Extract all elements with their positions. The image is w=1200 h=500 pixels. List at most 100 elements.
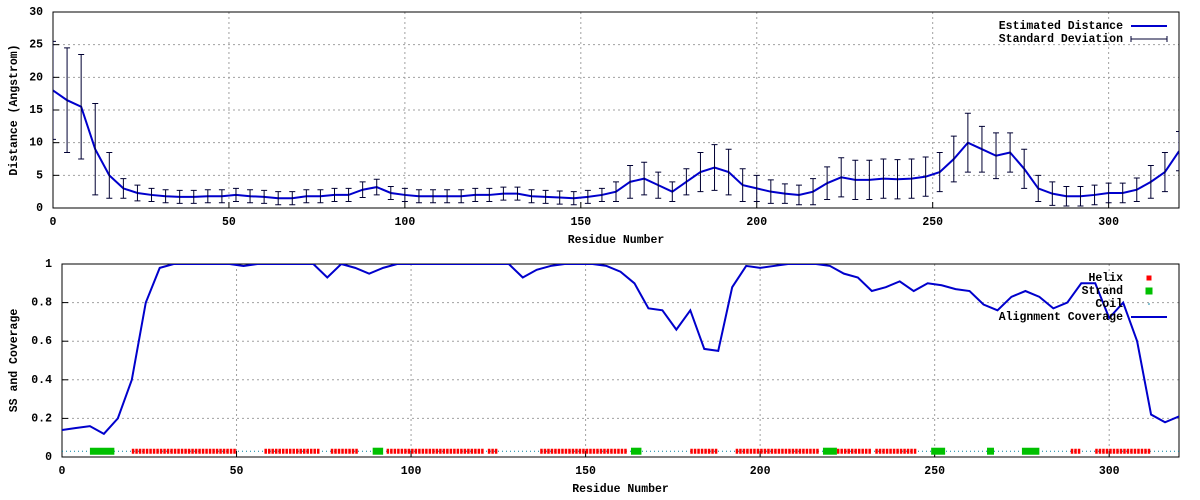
x-axis-label: Residue Number: [568, 234, 665, 247]
error-bar: [92, 102, 99, 196]
error-bar: [345, 187, 352, 202]
legend-swatch: [1146, 275, 1152, 281]
error-bar: [1035, 174, 1042, 202]
error-bar: [500, 186, 507, 201]
error-bar: [1063, 185, 1070, 207]
y-tick-label: 1: [45, 258, 52, 271]
error-bar: [162, 189, 169, 204]
error-bar: [275, 191, 282, 206]
error-bar: [387, 185, 394, 201]
error-bar: [415, 189, 422, 204]
error-bar: [190, 189, 197, 204]
error-bar: [106, 151, 113, 199]
error-bar: [204, 189, 211, 204]
x-tick-label: 100: [401, 465, 422, 478]
error-bar: [458, 189, 465, 204]
error-bar: [556, 190, 563, 205]
error-bar: [584, 189, 591, 204]
error-bar: [289, 191, 296, 206]
x-tick-label: 250: [924, 465, 945, 478]
error-bar: [261, 189, 268, 204]
y-tick-label: 20: [29, 71, 43, 84]
error-bar: [1119, 182, 1126, 204]
x-axis-label: Residue Number: [572, 483, 669, 496]
error-bar: [655, 171, 662, 199]
error-bar: [641, 161, 648, 196]
panel: 0 0.2 0.4 0.6 0.8 1 0 50 100 150 200 250 300 Residue …: [8, 258, 1180, 496]
error-bar: [866, 159, 873, 201]
legend-label: Helix: [1088, 272, 1123, 285]
error-bar: [53, 40, 56, 140]
legend-label: Alignment Coverage: [999, 311, 1123, 324]
legend-label: Standard Deviation: [999, 33, 1123, 46]
y-tick-label: 0.4: [31, 374, 52, 387]
error-bar: [232, 187, 239, 202]
x-tick-label: 300: [1099, 465, 1120, 478]
error-bar: [725, 148, 732, 196]
error-bar: [148, 187, 155, 202]
error-bar: [697, 151, 704, 193]
plot-area: [62, 264, 1179, 455]
y-tick-label: 0: [45, 451, 52, 464]
error-bar: [570, 191, 577, 206]
error-bar: [430, 189, 437, 204]
error-bar: [613, 181, 619, 202]
legend-label: Strand: [1082, 285, 1124, 298]
error-bar: [1161, 151, 1168, 193]
error-bar: [767, 179, 774, 204]
error-bar: [894, 159, 901, 200]
error-bar: [627, 165, 634, 199]
legend-swatch: [1130, 36, 1168, 42]
data-line: [62, 264, 1179, 436]
x-tick-label: 50: [222, 216, 236, 229]
x-tick-label: 300: [1098, 216, 1119, 229]
error-bar: [1007, 132, 1014, 173]
error-bar: [401, 187, 408, 202]
y-tick-label: 5: [36, 169, 43, 182]
error-bar: [303, 189, 310, 204]
error-bar: [1147, 165, 1154, 199]
error-bar: [317, 189, 324, 204]
error-bar: [683, 168, 690, 196]
error-bar: [1105, 182, 1112, 204]
y-tick-label: 15: [29, 104, 43, 117]
plot-frame: [61, 263, 1180, 458]
error-bar: [472, 187, 479, 202]
error-bar: [711, 144, 718, 191]
error-bar: [852, 159, 859, 201]
x-tick-label: 200: [750, 465, 771, 478]
y-tick-label: 0.2: [31, 412, 52, 425]
error-bar: [64, 47, 71, 153]
y-axis-label: SS and Coverage: [8, 309, 21, 413]
error-bar: [880, 158, 887, 199]
y-tick-label: 10: [29, 137, 43, 150]
legend-swatch: [1145, 287, 1153, 295]
legend-label: Estimated Distance: [999, 20, 1123, 33]
error-bar: [964, 112, 971, 173]
error-bar: [781, 183, 788, 204]
error-bar: [598, 187, 605, 202]
x-tick-label: 250: [922, 216, 943, 229]
error-bar: [1077, 185, 1084, 207]
legend-label: Coil: [1095, 298, 1123, 311]
error-bar: [908, 158, 915, 199]
error-bar: [838, 157, 845, 198]
y-tick-label: 25: [29, 39, 43, 52]
error-bar: [176, 189, 183, 204]
x-tick-label: 200: [746, 216, 767, 229]
error-bar: [810, 178, 817, 206]
x-tick-label: 150: [570, 216, 591, 229]
y-tick-label: 0.8: [31, 297, 52, 310]
x-tick-label: 0: [59, 465, 66, 478]
error-bar: [514, 186, 521, 201]
error-bar: [753, 174, 760, 202]
error-bar: [331, 187, 338, 202]
error-bar: [669, 181, 676, 202]
error-bar: [134, 184, 141, 202]
x-tick-label: 100: [395, 216, 416, 229]
error-bar: [247, 189, 254, 204]
error-bar: [78, 53, 85, 160]
error-bar: [993, 132, 1000, 180]
